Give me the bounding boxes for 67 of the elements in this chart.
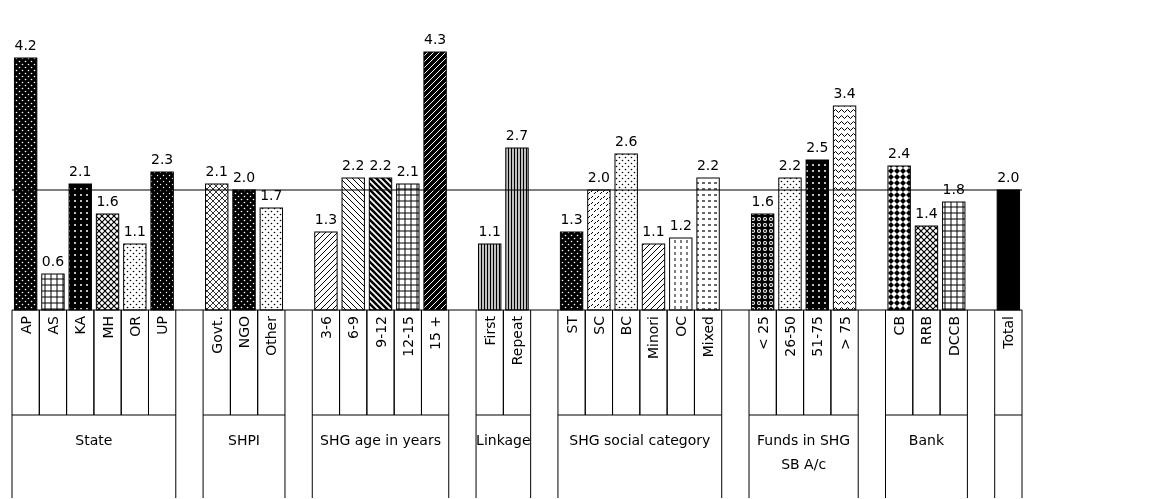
x-tick-label: > 75 <box>836 316 853 350</box>
x-tick-label: BC <box>618 315 635 336</box>
data-label: 2.0 <box>232 169 256 185</box>
x-tick-label: SC <box>590 315 607 335</box>
text: Bank <box>908 432 945 448</box>
data-label: 2.2 <box>369 157 392 173</box>
data-label: 2.2 <box>696 157 720 173</box>
x-tick-label: Govt. <box>208 316 225 354</box>
data-label: 2.3 <box>151 151 174 167</box>
x-tick-label: 26-50 <box>781 316 798 357</box>
x-tick-label: DCCB <box>945 316 962 356</box>
data-label: 1.6 <box>751 193 774 209</box>
x-tick-label: OR <box>126 315 143 337</box>
data-label: 1.8 <box>942 181 965 197</box>
data-label: 0.6 <box>41 253 65 269</box>
text: SHG age in years <box>320 432 442 448</box>
x-tick-label: RRB <box>918 316 935 346</box>
text: Funds in SHG SB A/c <box>757 432 851 472</box>
text: Linkage <box>476 432 531 448</box>
x-tick-label: AP <box>17 316 34 335</box>
x-tick-label: 3-6 <box>317 315 334 339</box>
data-label: 2.0 <box>997 169 1020 185</box>
x-tick-label: Other <box>263 315 280 356</box>
data-label: 2.1 <box>69 163 92 179</box>
x-tick-label: KA <box>72 315 89 335</box>
data-label: 1.3 <box>314 211 338 227</box>
x-tick-label: AS <box>44 315 61 335</box>
text: State <box>75 432 113 448</box>
x-tick-label: MH <box>99 316 116 339</box>
data-label: 2.1 <box>205 163 228 179</box>
data-label: 2.2 <box>778 157 802 173</box>
data-label: 1.3 <box>560 211 583 227</box>
x-tick-label: ST <box>563 315 580 334</box>
x-tick-label: Mixed <box>700 316 717 358</box>
x-tick-label: NGO <box>236 316 253 349</box>
x-tick-label: UP <box>154 316 171 335</box>
x-tick-label: Minori <box>645 316 662 360</box>
data-label: 2.7 <box>505 127 529 143</box>
x-tick-label: 9-12 <box>372 316 389 348</box>
x-tick-label: 51-75 <box>809 316 826 357</box>
data-label: 3.4 <box>833 85 856 101</box>
data-label: 2.2 <box>342 157 365 173</box>
x-tick-label: < 25 <box>754 316 771 350</box>
data-label: 4.3 <box>423 31 447 47</box>
data-label: 2.4 <box>888 145 911 161</box>
x-tick-label: First <box>481 315 498 346</box>
x-tick-label: Total <box>1000 316 1017 350</box>
data-label: 2.0 <box>587 169 611 185</box>
text: SHPI <box>228 432 261 448</box>
x-tick-label: Repeat <box>509 315 525 366</box>
data-label: 2.5 <box>806 139 829 155</box>
data-label: 4.2 <box>14 37 37 53</box>
data-label: 1.2 <box>669 217 692 233</box>
x-tick-label: 15 + <box>427 316 444 350</box>
data-label: 1.7 <box>260 187 283 203</box>
data-label: 2.1 <box>396 163 419 179</box>
data-label: 1.4 <box>915 205 938 221</box>
x-tick-label: 6-9 <box>345 316 362 339</box>
data-label: 1.6 <box>96 193 119 209</box>
x-tick-label: CB <box>891 316 908 336</box>
data-label: 2.6 <box>615 133 638 149</box>
x-tick-label: OC <box>672 315 689 337</box>
text: SHG social category <box>569 432 711 448</box>
data-label: 1.1 <box>478 223 501 239</box>
x-tick-label: 12-15 <box>399 316 416 357</box>
data-label: 1.1 <box>642 223 665 239</box>
data-label: 1.1 <box>123 223 146 239</box>
